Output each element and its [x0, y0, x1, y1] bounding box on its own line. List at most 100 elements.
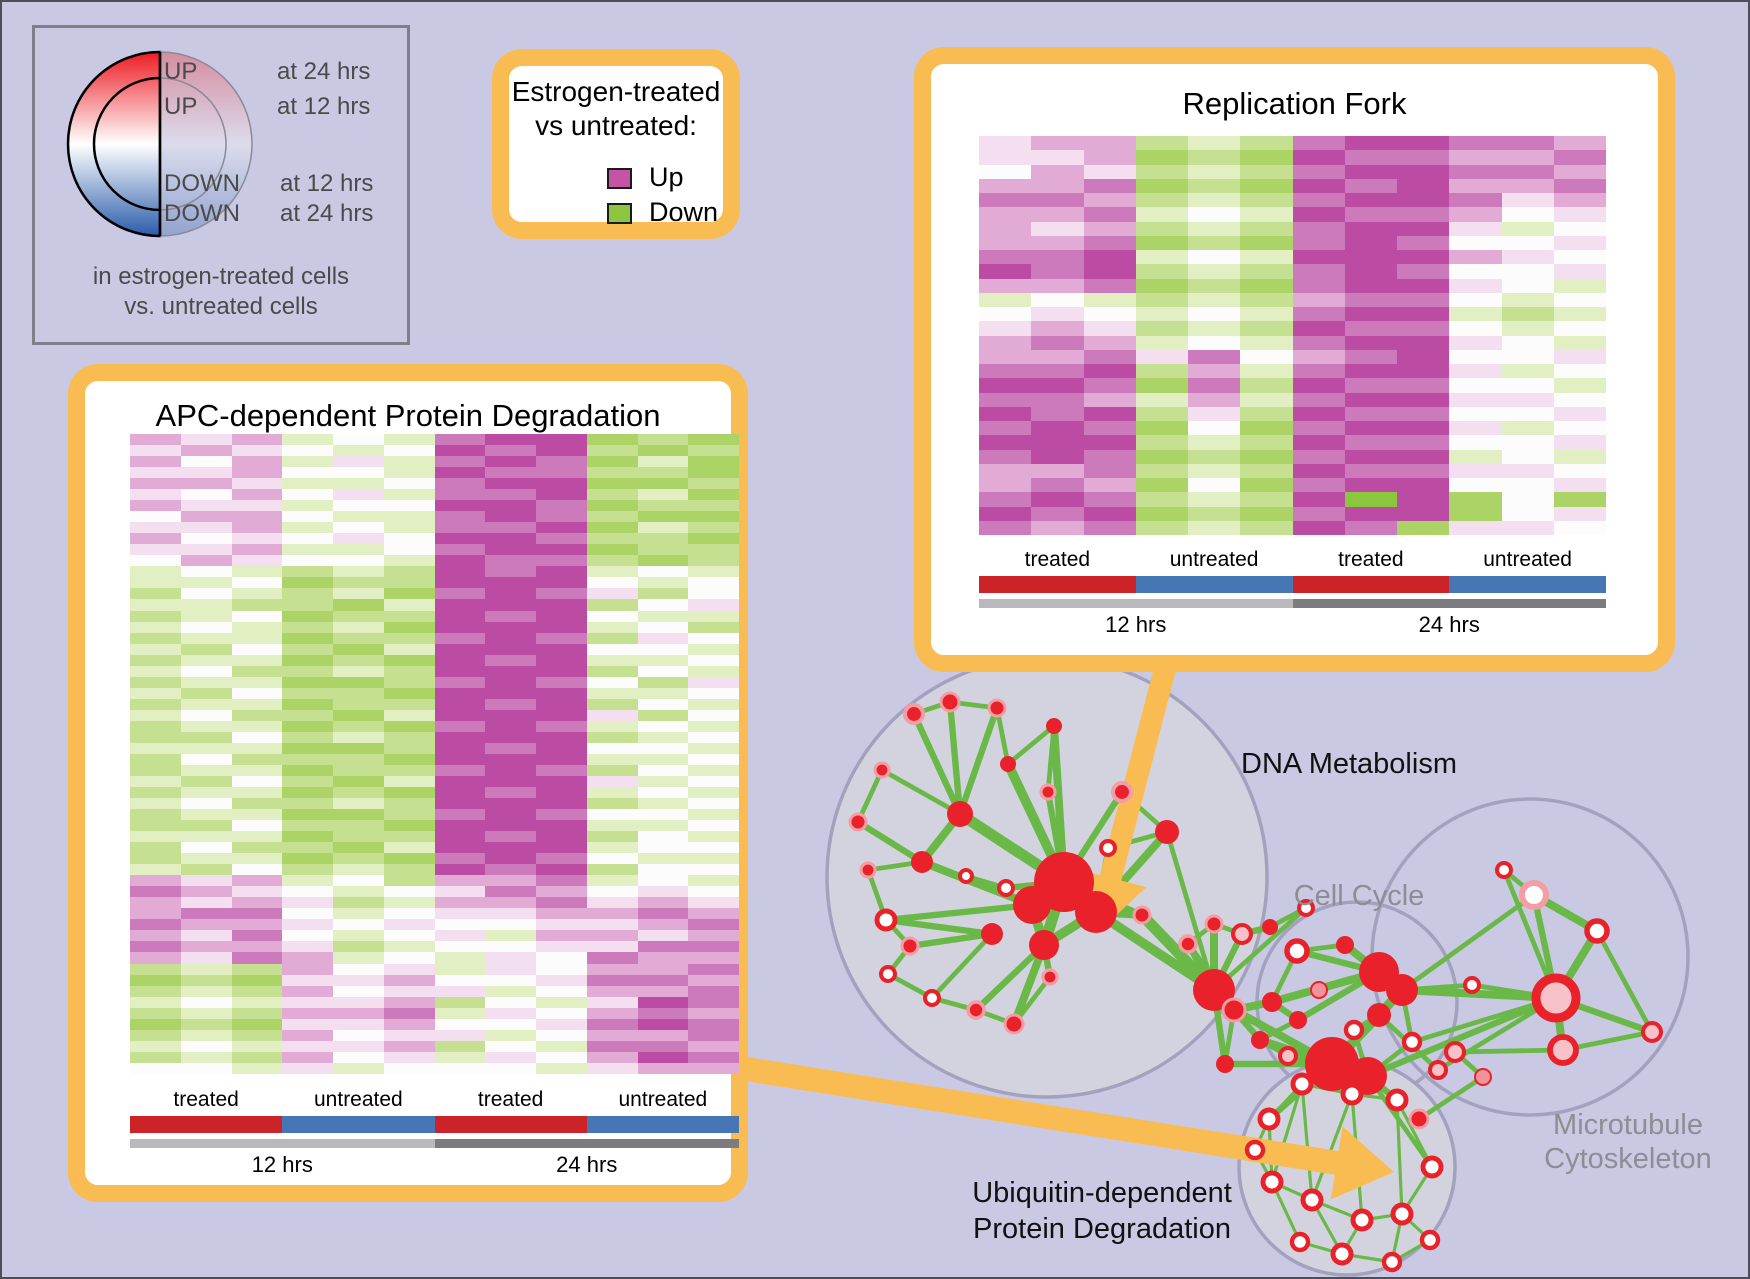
network-edge [929, 931, 995, 1001]
heatmap-cell [1344, 364, 1397, 379]
heatmap-cell [333, 577, 384, 589]
heatmap-cell [688, 434, 739, 446]
heatmap-cell [536, 621, 587, 633]
heatmap-cell [1240, 178, 1293, 193]
heatmap-cell [536, 974, 587, 986]
heatmap-cell [586, 809, 638, 821]
heatmap-cell [979, 506, 1032, 521]
heatmap-cell [637, 720, 689, 732]
heatmap-cell [1083, 392, 1136, 407]
heatmap-cell [383, 566, 435, 578]
heatmap-cell [282, 599, 333, 611]
heatmap-cell [1344, 506, 1397, 521]
heatmap-cell [333, 698, 384, 710]
heatmap-cell [231, 511, 283, 523]
heatmap-cell [383, 831, 435, 843]
heatmap-cell [688, 544, 739, 556]
heatmap-cell [586, 919, 638, 931]
heatmap-cell [180, 864, 232, 876]
heatmap-cell [586, 798, 638, 810]
gene-node [1155, 820, 1179, 844]
heatmap-cell [1449, 164, 1502, 179]
heatmap-cell [1292, 449, 1345, 464]
gene-node [900, 936, 920, 956]
heatmap-cell [130, 720, 181, 732]
heatmap-cell [586, 941, 638, 953]
heatmap-cell [282, 742, 333, 754]
heatmap-cell [434, 687, 486, 699]
heatmap-cell [434, 533, 486, 545]
ring-right-half-faded [160, 52, 252, 236]
heatmap-cell [1501, 349, 1554, 364]
heatmap-cell [383, 919, 435, 931]
heatmap-cell [383, 1051, 435, 1063]
heatmap-cell [180, 974, 232, 986]
heatmap-cell [1553, 178, 1606, 193]
heatmap-cell [231, 864, 283, 876]
heatmap-cell [180, 1018, 232, 1030]
heatmap-cell [485, 566, 536, 578]
heatmap-cell [383, 599, 435, 611]
heatmap-cell [637, 731, 689, 743]
heatmap-cell [1553, 150, 1606, 165]
heatmap-cell [1344, 378, 1397, 393]
gene-node [1204, 914, 1224, 934]
heatmap-cell [1553, 520, 1606, 535]
heatmap-cell [637, 544, 689, 556]
heatmap-cell [637, 775, 689, 787]
heatmap-cell [180, 632, 232, 644]
gene-node [1178, 934, 1198, 954]
time-color-bar [979, 599, 1293, 608]
heatmap-cell [434, 555, 486, 567]
heatmap-cell [383, 698, 435, 710]
heatmap-cell [1397, 421, 1450, 436]
heatmap-cell [282, 434, 333, 446]
network-edge [1395, 1098, 1434, 1169]
heatmap-cell [333, 930, 384, 942]
heatmap-cell [1031, 235, 1084, 250]
heatmap-cell [586, 533, 638, 545]
heatmap-cell [282, 445, 333, 457]
network-edge [1310, 1092, 1354, 1202]
heatmap-cell [130, 908, 181, 920]
heatmap-cell [1449, 292, 1502, 307]
up-label: Up [649, 162, 684, 192]
heatmap-cell [1083, 221, 1136, 236]
heatmap-cell [231, 809, 283, 821]
heatmap-cell [586, 731, 638, 743]
heatmap-cell [1449, 449, 1502, 464]
heatmap-cell [130, 599, 181, 611]
heatmap-cell [1344, 221, 1397, 236]
gene-node [1029, 930, 1059, 960]
heatmap-cell [282, 533, 333, 545]
heatmap-cell [1083, 235, 1136, 250]
heatmap-cell [1501, 193, 1554, 208]
heatmap-cell [688, 952, 739, 964]
heatmap-cell [637, 798, 689, 810]
heatmap-cell [1501, 492, 1554, 507]
heatmap-cell [180, 676, 232, 688]
heatmap-cell [383, 511, 435, 523]
heatmap-cell [1397, 463, 1450, 478]
gene-node [1046, 718, 1062, 734]
up-color-swatch [607, 168, 632, 189]
cluster-label: Ubiquitin-dependent [972, 1177, 1232, 1209]
heatmap-cell [485, 665, 536, 677]
heatmap-cell [1344, 264, 1397, 279]
heatmap-cell [130, 654, 181, 666]
heatmap-cell [688, 467, 739, 479]
heatmap-cell [333, 775, 384, 787]
heatmap-cell [1031, 406, 1084, 421]
heatmap-cell [231, 566, 283, 578]
heatmap-cell [637, 709, 689, 721]
time-group-label: 24 hrs [556, 1152, 618, 1177]
inner-ring-right [159, 77, 227, 211]
heatmap-cell [130, 764, 181, 776]
heatmap-cell [1553, 307, 1606, 322]
heatmap-cell [1135, 520, 1188, 535]
heatmap-cell [1135, 264, 1188, 279]
rf-time-bars [979, 599, 1606, 608]
heatmap-cell [637, 963, 689, 975]
heatmap-cell [1553, 421, 1606, 436]
heatmap-cell [979, 435, 1032, 450]
